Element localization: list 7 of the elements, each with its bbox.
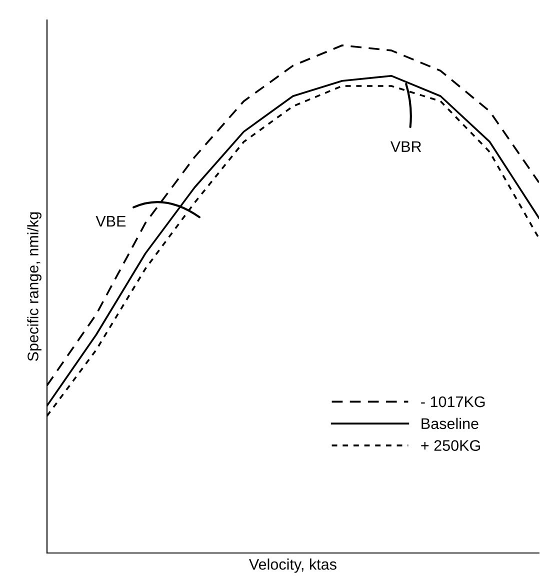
annotation: VBR [390, 141, 422, 152]
legend-label: - 1017KG [421, 396, 485, 408]
y-axis-title: Specific range, nmi/kg [27, 212, 42, 361]
x-axis-title: Velocity, ktas [249, 558, 336, 573]
legend-label: + 250KG [421, 440, 480, 451]
legend-label: Baseline [422, 418, 478, 430]
annotation: VBE [96, 216, 126, 226]
